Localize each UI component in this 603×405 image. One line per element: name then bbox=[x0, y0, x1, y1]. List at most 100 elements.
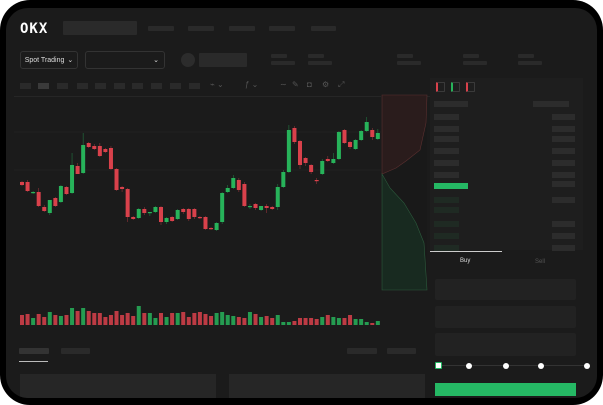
order-book-bids-icon[interactable] bbox=[451, 82, 460, 92]
volume-bar bbox=[220, 312, 225, 325]
candle-body bbox=[247, 206, 252, 208]
candle-body bbox=[359, 131, 364, 140]
volume-bar bbox=[170, 313, 175, 325]
bid-row[interactable] bbox=[552, 197, 575, 203]
ask-row[interactable] bbox=[434, 114, 459, 120]
camera-icon[interactable]: ◘ bbox=[307, 80, 312, 89]
candle-body bbox=[175, 210, 180, 219]
tab-sell[interactable]: Sell bbox=[535, 259, 546, 265]
nav-item[interactable] bbox=[229, 26, 255, 31]
volume-bar bbox=[275, 315, 280, 325]
timeframe-button[interactable] bbox=[151, 83, 162, 89]
timeframe-button[interactable] bbox=[114, 83, 125, 89]
order-book-header[interactable] bbox=[533, 101, 569, 107]
pair-select-dropdown[interactable]: ⌄ bbox=[85, 51, 165, 69]
candle-body bbox=[331, 159, 336, 163]
order-book-both-icon[interactable] bbox=[436, 82, 445, 92]
candle-body bbox=[64, 187, 69, 194]
last-price[interactable] bbox=[434, 183, 468, 189]
candle-body bbox=[192, 209, 197, 217]
header-search-placeholder[interactable] bbox=[63, 21, 137, 35]
spot-trading-dropdown[interactable]: Spot Trading ⌄ bbox=[20, 51, 78, 69]
ask-row[interactable] bbox=[552, 126, 575, 132]
nav-item[interactable] bbox=[311, 26, 336, 31]
ask-row[interactable] bbox=[434, 172, 459, 178]
slider-track[interactable] bbox=[438, 365, 588, 366]
bid-row[interactable] bbox=[434, 245, 459, 251]
nav-item[interactable] bbox=[148, 26, 174, 31]
order-book-header[interactable] bbox=[434, 101, 468, 107]
tab-order-history[interactable] bbox=[61, 348, 90, 354]
volume-bar bbox=[181, 312, 186, 325]
timeframe-button-active[interactable] bbox=[38, 83, 49, 89]
volume-bar bbox=[47, 312, 52, 325]
bid-row[interactable] bbox=[434, 197, 459, 203]
timeframe-button[interactable] bbox=[77, 83, 88, 89]
candle-body bbox=[25, 182, 30, 191]
volume-bar bbox=[81, 308, 86, 325]
candle-body bbox=[75, 166, 80, 174]
candlestick-chart[interactable] bbox=[6, 8, 597, 398]
ask-row[interactable] bbox=[552, 114, 575, 120]
volume-bar bbox=[175, 313, 180, 325]
order-book-asks-icon[interactable] bbox=[466, 82, 475, 92]
timeframe-button[interactable] bbox=[132, 83, 143, 89]
slider-step[interactable] bbox=[584, 363, 590, 369]
bid-row[interactable] bbox=[552, 233, 575, 239]
volume-bar bbox=[348, 315, 353, 325]
chart-type-icon[interactable]: ⌁ ⌄ bbox=[210, 80, 224, 89]
active-tab-indicator bbox=[430, 251, 502, 252]
volume-bar bbox=[259, 317, 264, 325]
candle-body bbox=[364, 122, 369, 131]
slider-step[interactable] bbox=[538, 363, 544, 369]
bid-row[interactable] bbox=[552, 221, 575, 227]
timeframe-button[interactable] bbox=[57, 83, 68, 89]
candle-body bbox=[92, 146, 97, 149]
slider-handle[interactable] bbox=[435, 362, 442, 369]
bid-row[interactable] bbox=[434, 207, 459, 213]
okx-logo[interactable]: OKX bbox=[20, 21, 49, 37]
candle-body bbox=[186, 209, 191, 219]
total-input[interactable] bbox=[435, 333, 576, 356]
timeframe-button[interactable] bbox=[189, 83, 200, 89]
line-icon[interactable]: ∼ bbox=[280, 80, 287, 89]
price-input[interactable] bbox=[435, 279, 576, 300]
volume-bar bbox=[242, 318, 247, 325]
fullscreen-icon[interactable]: ⤢ bbox=[338, 80, 345, 89]
candle-body bbox=[353, 140, 358, 149]
bid-row[interactable] bbox=[552, 245, 575, 251]
ask-row[interactable] bbox=[552, 136, 575, 142]
candle-body bbox=[314, 180, 319, 182]
nav-item[interactable] bbox=[269, 26, 295, 31]
volume-bar bbox=[86, 311, 91, 325]
ask-row[interactable] bbox=[552, 172, 575, 178]
settings-icon[interactable]: ⚙ bbox=[322, 80, 330, 89]
bottom-action[interactable] bbox=[387, 348, 416, 354]
bid-row[interactable] bbox=[434, 233, 459, 239]
ask-row[interactable] bbox=[552, 148, 575, 154]
slider-step[interactable] bbox=[503, 363, 509, 369]
ask-row[interactable] bbox=[552, 160, 575, 166]
ask-row[interactable] bbox=[434, 136, 459, 142]
bid-row[interactable] bbox=[434, 221, 459, 227]
slider-step[interactable] bbox=[466, 363, 472, 369]
tab-buy[interactable]: Buy bbox=[460, 258, 471, 264]
candle-body bbox=[242, 184, 247, 206]
ask-row[interactable] bbox=[552, 181, 575, 187]
timeframe-button[interactable] bbox=[20, 83, 31, 89]
ask-row[interactable] bbox=[434, 148, 459, 154]
candle-body bbox=[231, 178, 236, 188]
indicator-icon[interactable]: ƒ ⌄ bbox=[245, 80, 259, 89]
timeframe-button[interactable] bbox=[170, 83, 181, 89]
bottom-action[interactable] bbox=[347, 348, 377, 354]
ask-row[interactable] bbox=[434, 126, 459, 132]
nav-item[interactable] bbox=[188, 26, 214, 31]
pencil-icon[interactable]: ✎ bbox=[292, 80, 299, 89]
timeframe-button[interactable] bbox=[95, 83, 106, 89]
volume-bar bbox=[159, 313, 163, 325]
tab-open-orders[interactable] bbox=[19, 348, 49, 354]
amount-input[interactable] bbox=[435, 306, 576, 328]
volume-bar bbox=[142, 313, 147, 325]
ask-row[interactable] bbox=[434, 160, 459, 166]
buy-button[interactable] bbox=[435, 383, 576, 396]
